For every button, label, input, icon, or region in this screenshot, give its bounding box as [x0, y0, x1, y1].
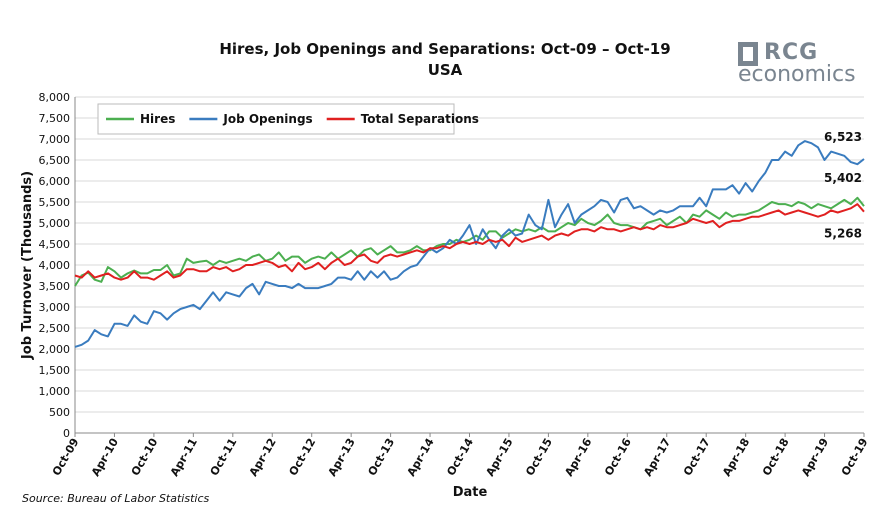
logo-line1: RCG	[764, 40, 819, 65]
x-tick-label: Apr-17	[641, 436, 673, 479]
series-line-total-separations	[74, 203, 865, 281]
x-tick-label: Apr-16	[562, 436, 594, 479]
y-tick-label: 1,500	[39, 364, 71, 377]
x-tick-label: Oct-11	[208, 436, 240, 478]
gridlines	[74, 96, 864, 434]
series-line-hires	[74, 196, 865, 287]
x-tick-label: Oct-10	[129, 436, 161, 478]
end-value-label: 5,268	[824, 227, 862, 241]
x-tick-label: Apr-18	[720, 436, 752, 479]
y-tick-label: 7,500	[39, 112, 71, 125]
x-tick-label: Oct-12	[287, 436, 319, 478]
x-tick-label: Oct-13	[365, 436, 397, 478]
x-tick-label: Apr-15	[483, 436, 515, 479]
legend-box	[97, 103, 455, 135]
logo-line2: economics	[738, 62, 856, 87]
end-labels: 5,402 6,523 5,268	[824, 130, 862, 241]
y-tick-label: 3,500	[39, 280, 71, 293]
x-tick-label: Oct-17	[681, 436, 713, 478]
y-tick-label: 0	[63, 427, 70, 440]
legend-label: Hires	[140, 112, 175, 126]
y-axis-ticks: 0 500 1,000 1,500 2,000 2,500 3,000 3,500 4,000 4…	[39, 91, 71, 440]
series-line-job-openings	[74, 140, 865, 348]
y-tick-label: 5,000	[39, 217, 71, 230]
y-tick-label: 8,000	[39, 91, 71, 104]
x-tick-label: Apr-10	[89, 436, 121, 479]
chart-title: Hires, Job Openings and Separations: Oct…	[219, 40, 670, 58]
x-tick-label: Apr-11	[168, 436, 200, 479]
x-tick-label: Oct-19	[839, 436, 871, 478]
x-tick-label: Oct-09	[50, 436, 82, 478]
y-tick-label: 2,500	[39, 322, 71, 335]
legend-label: Total Separations	[361, 112, 479, 126]
end-value-label: 6,523	[824, 130, 862, 144]
y-tick-label: 6,500	[39, 154, 71, 167]
x-tick-label: Oct-18	[760, 436, 792, 478]
logo-mark-icon	[738, 42, 758, 66]
x-tick-label: Apr-12	[247, 436, 279, 479]
rcg-logo: RCG economics	[738, 40, 868, 90]
x-tick-label: Apr-19	[799, 436, 831, 479]
y-axis-label: Job Turnover (Thousands)	[20, 171, 35, 360]
x-tick-label: Oct-14	[444, 436, 476, 478]
y-tick-label: 2,000	[39, 343, 71, 356]
y-tick-label: 1,000	[39, 385, 71, 398]
x-tick-label: Oct-15	[523, 436, 555, 478]
source-note: Source: Bureau of Labor Statistics	[22, 492, 210, 505]
y-tick-label: 3,000	[39, 301, 71, 314]
chart-subtitle: USA	[428, 61, 463, 79]
legend-label: Job Openings	[222, 112, 312, 126]
x-tick-label: Apr-13	[326, 436, 358, 479]
y-tick-label: 6,000	[39, 175, 71, 188]
x-axis-label: Date	[453, 485, 488, 500]
series-lines	[74, 140, 865, 348]
legend: Hires Job Openings Total Separations	[97, 103, 479, 135]
x-tick-label: Oct-16	[602, 436, 634, 478]
x-axis-ticks: Oct-09 Apr-10 Oct-10 Apr-11 Oct-11 Apr-12 Oct-…	[50, 433, 871, 479]
end-value-label: 5,402	[824, 171, 862, 185]
y-tick-label: 4,000	[39, 259, 71, 272]
x-tick-label: Apr-14	[405, 436, 437, 479]
y-tick-label: 4,500	[39, 238, 71, 251]
y-tick-label: 7,000	[39, 133, 71, 146]
y-tick-label: 500	[49, 406, 70, 419]
y-tick-label: 5,500	[39, 196, 71, 209]
